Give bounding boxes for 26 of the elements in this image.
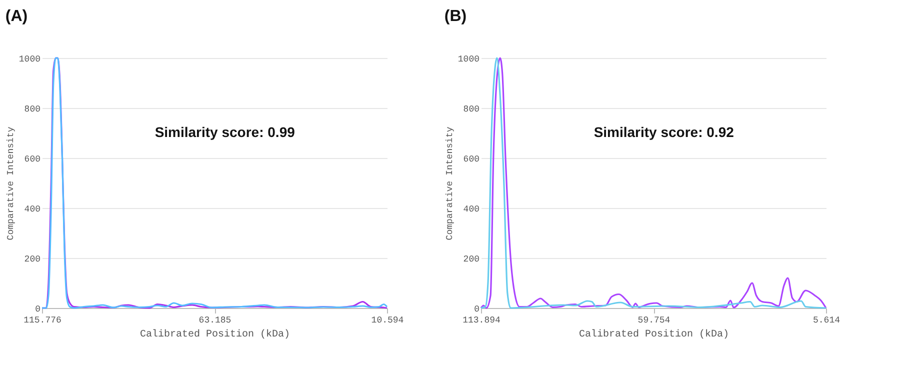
y-tick-label: 200 (463, 254, 480, 264)
y-tick-label: 0 (35, 304, 40, 314)
y-axis-title: Comparative Intensity (6, 126, 16, 240)
annotation: Similarity score: 0.92 (594, 124, 734, 140)
y-tick-label: 400 (24, 204, 40, 214)
x-tick-label: 63.185 (198, 316, 232, 326)
chart-title: (B) (444, 8, 467, 25)
x-tick-label: 10.594 (371, 316, 404, 326)
x-tick-label: 113.894 (462, 316, 500, 326)
y-tick-label: 600 (24, 154, 40, 164)
chart-title: (A) (5, 8, 28, 25)
x-tick-label: 59.754 (638, 316, 670, 326)
x-tick-label: 115.776 (24, 316, 62, 326)
y-tick-label: 600 (463, 154, 480, 164)
y-tick-label: 1000 (458, 54, 480, 64)
y-axis-title: Comparative Intensity (444, 126, 455, 240)
y-tick-label: 800 (463, 104, 480, 114)
annotation: Similarity score: 0.99 (154, 124, 296, 140)
y-tick-label: 1000 (18, 54, 40, 64)
y-tick-label: 200 (24, 254, 40, 264)
x-axis-title: Calibrated Position (kDa) (140, 328, 290, 340)
y-tick-label: 800 (24, 104, 40, 114)
y-tick-label: 400 (463, 204, 480, 214)
y-tick-label: 0 (474, 304, 480, 314)
x-axis-title: Calibrated Position (kDa) (578, 328, 730, 340)
x-tick-label: 5.614 (812, 316, 840, 326)
